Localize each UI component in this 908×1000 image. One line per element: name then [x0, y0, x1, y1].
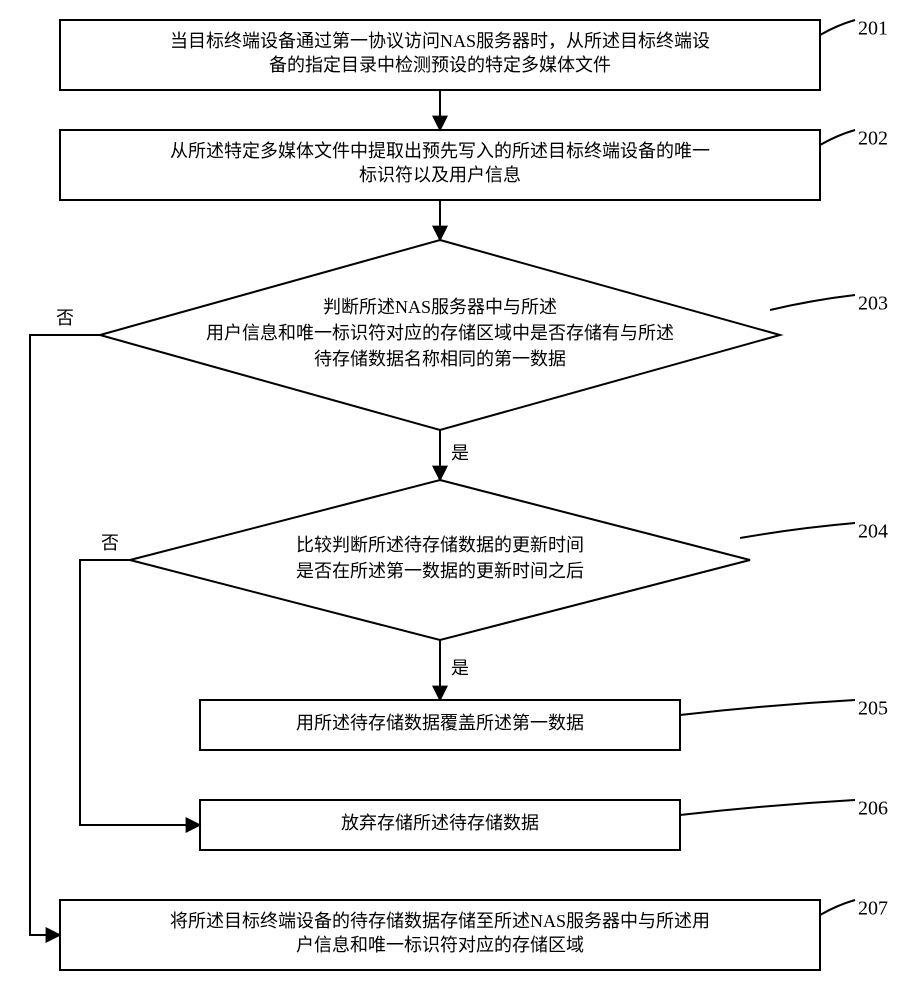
decision-204-line2: 是否在所述第一数据的更新时间之后: [296, 561, 584, 581]
process-201-line2: 备的指定目录中检测预设的特定多媒体文件: [269, 55, 611, 75]
process-202-line2: 标识符以及用户信息: [359, 165, 521, 185]
step-203: 203: [858, 293, 888, 315]
leader-205: [680, 700, 855, 715]
process-207-line1: 将所述目标终端设备的待存储数据存储至所述NAS服务器中与所述用: [170, 911, 710, 931]
process-201: 当目标终端设备通过第一协议访问NAS服务器时，从所述目标终端设 备的指定目录中检…: [60, 18, 888, 90]
edge-e6: [80, 560, 200, 825]
process-202-line1: 从所述特定多媒体文件中提取出预先写入的所述目标终端设备的唯一: [170, 141, 710, 161]
decision-203: 判断所述NAS服务器中与所述 用户信息和唯一标识符对应的存储区域中是否存储有与所…: [100, 240, 888, 430]
edge-e4-label: 是: [451, 658, 469, 678]
step-206: 206: [858, 798, 888, 820]
process-202: 从所述特定多媒体文件中提取出预先写入的所述目标终端设备的唯一 标识符以及用户信息…: [60, 128, 888, 200]
step-202: 202: [858, 128, 888, 150]
process-207: 将所述目标终端设备的待存储数据存储至所述NAS服务器中与所述用 户信息和唯一标识…: [60, 898, 888, 970]
process-206-line1: 放弃存储所述待存储数据: [341, 813, 539, 833]
edge-e6-label: 否: [101, 533, 119, 553]
decision-203-line2: 用户信息和唯一标识符对应的存储区域中是否存储有与所述: [206, 323, 674, 343]
step-207: 207: [858, 898, 888, 920]
flowchart: 当目标终端设备通过第一协议访问NAS服务器时，从所述目标终端设 备的指定目录中检…: [0, 0, 908, 1000]
edge-e5-label: 否: [56, 308, 74, 328]
decision-204-line1: 比较判断所述待存储数据的更新时间: [296, 535, 584, 555]
step-204: 204: [858, 521, 888, 543]
leader-203: [770, 295, 855, 310]
leader-201: [820, 20, 855, 35]
decision-204: 比较判断所述待存储数据的更新时间 是否在所述第一数据的更新时间之后 204: [130, 480, 888, 640]
process-205: 用所述待存储数据覆盖所述第一数据 205: [200, 698, 888, 750]
edge-e3-label: 是: [451, 443, 469, 463]
leader-202: [820, 130, 855, 145]
leader-206: [680, 800, 855, 815]
leader-204: [740, 523, 855, 538]
process-205-line1: 用所述待存储数据覆盖所述第一数据: [296, 713, 584, 733]
decision-204-shape: [130, 480, 750, 640]
edge-e5: [30, 335, 100, 935]
step-205: 205: [858, 698, 888, 720]
leader-207: [820, 900, 855, 915]
decision-203-line3: 待存储数据名称相同的第一数据: [314, 349, 566, 369]
process-207-line2: 户信息和唯一标识符对应的存储区域: [296, 935, 584, 955]
decision-203-line1: 判断所述NAS服务器中与所述: [323, 297, 557, 317]
process-206: 放弃存储所述待存储数据 206: [200, 798, 888, 850]
process-201-line1: 当目标终端设备通过第一协议访问NAS服务器时，从所述目标终端设: [170, 31, 710, 51]
step-201: 201: [858, 18, 888, 40]
